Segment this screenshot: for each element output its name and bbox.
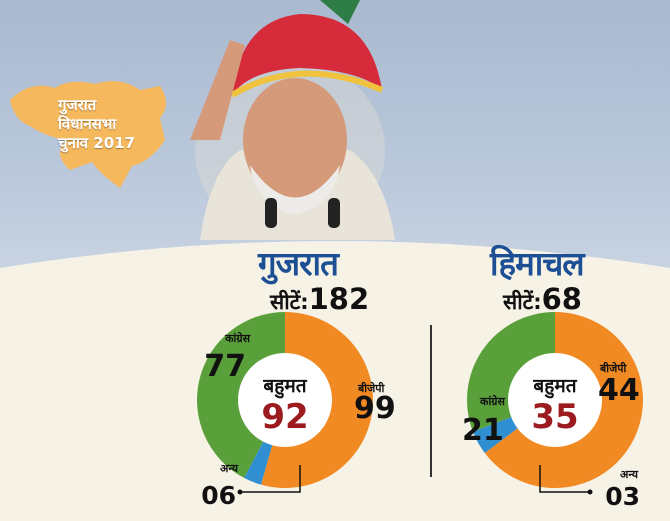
himachal-slice-name: बीजेपी [599,361,628,375]
himachal-slice-name: अन्य [620,468,639,481]
himachal-slice-value: 21 [462,413,504,448]
himachal-donut-hole [508,353,602,447]
himachal-others-leader-line [539,465,590,493]
himachal-others-leader-dot [587,489,593,495]
gujarat-slice-value: 99 [354,391,396,426]
gujarat-slice-value: 06 [201,481,236,510]
himachal-majority-value: 35 [531,397,578,437]
himachal-seats: सीटें:68 [503,282,582,316]
map-caption-line1: गुजरात [58,96,97,114]
gujarat-majority-value: 92 [261,397,308,437]
himachal-slice-name: कांग्रेस [479,394,506,408]
map-caption-line3: चुनाव 2017 [58,134,136,152]
gujarat-donut-hole [238,353,332,447]
himachal-majority-label: बहुमत [532,375,577,399]
speaker-photo [190,0,395,240]
gujarat-seats-label: सीटें: [270,290,309,314]
gujarat-map-icon [10,81,166,188]
gujarat-title: गुजरात [258,244,339,283]
gujarat-others-leader-dot [237,489,243,495]
gujarat-majority-label: बहुमत [262,375,307,399]
himachal-seats-label: सीटें: [503,290,542,314]
himachal-title: हिमाचल [490,244,585,283]
himachal-seats-total: 68 [541,282,582,316]
map-caption-line2: विधानसभा [58,115,117,133]
gujarat-slice-name: बीजेपी [357,381,386,395]
gujarat-others-leader-line [240,465,301,493]
map-caption: गुजरात विधानसभा चुनाव 2017 [58,96,158,153]
gujarat-slice-name: अन्य [220,462,239,475]
gujarat-slice-value: 77 [204,349,246,384]
himachal-slice-value: 44 [598,373,640,408]
gujarat-slice-name: कांग्रेस [224,331,251,345]
chart-divider [430,325,432,477]
gujarat-seats-total: 182 [308,282,370,316]
gujarat-seats: सीटें:182 [270,282,369,316]
himachal-slice-value: 03 [605,482,640,511]
